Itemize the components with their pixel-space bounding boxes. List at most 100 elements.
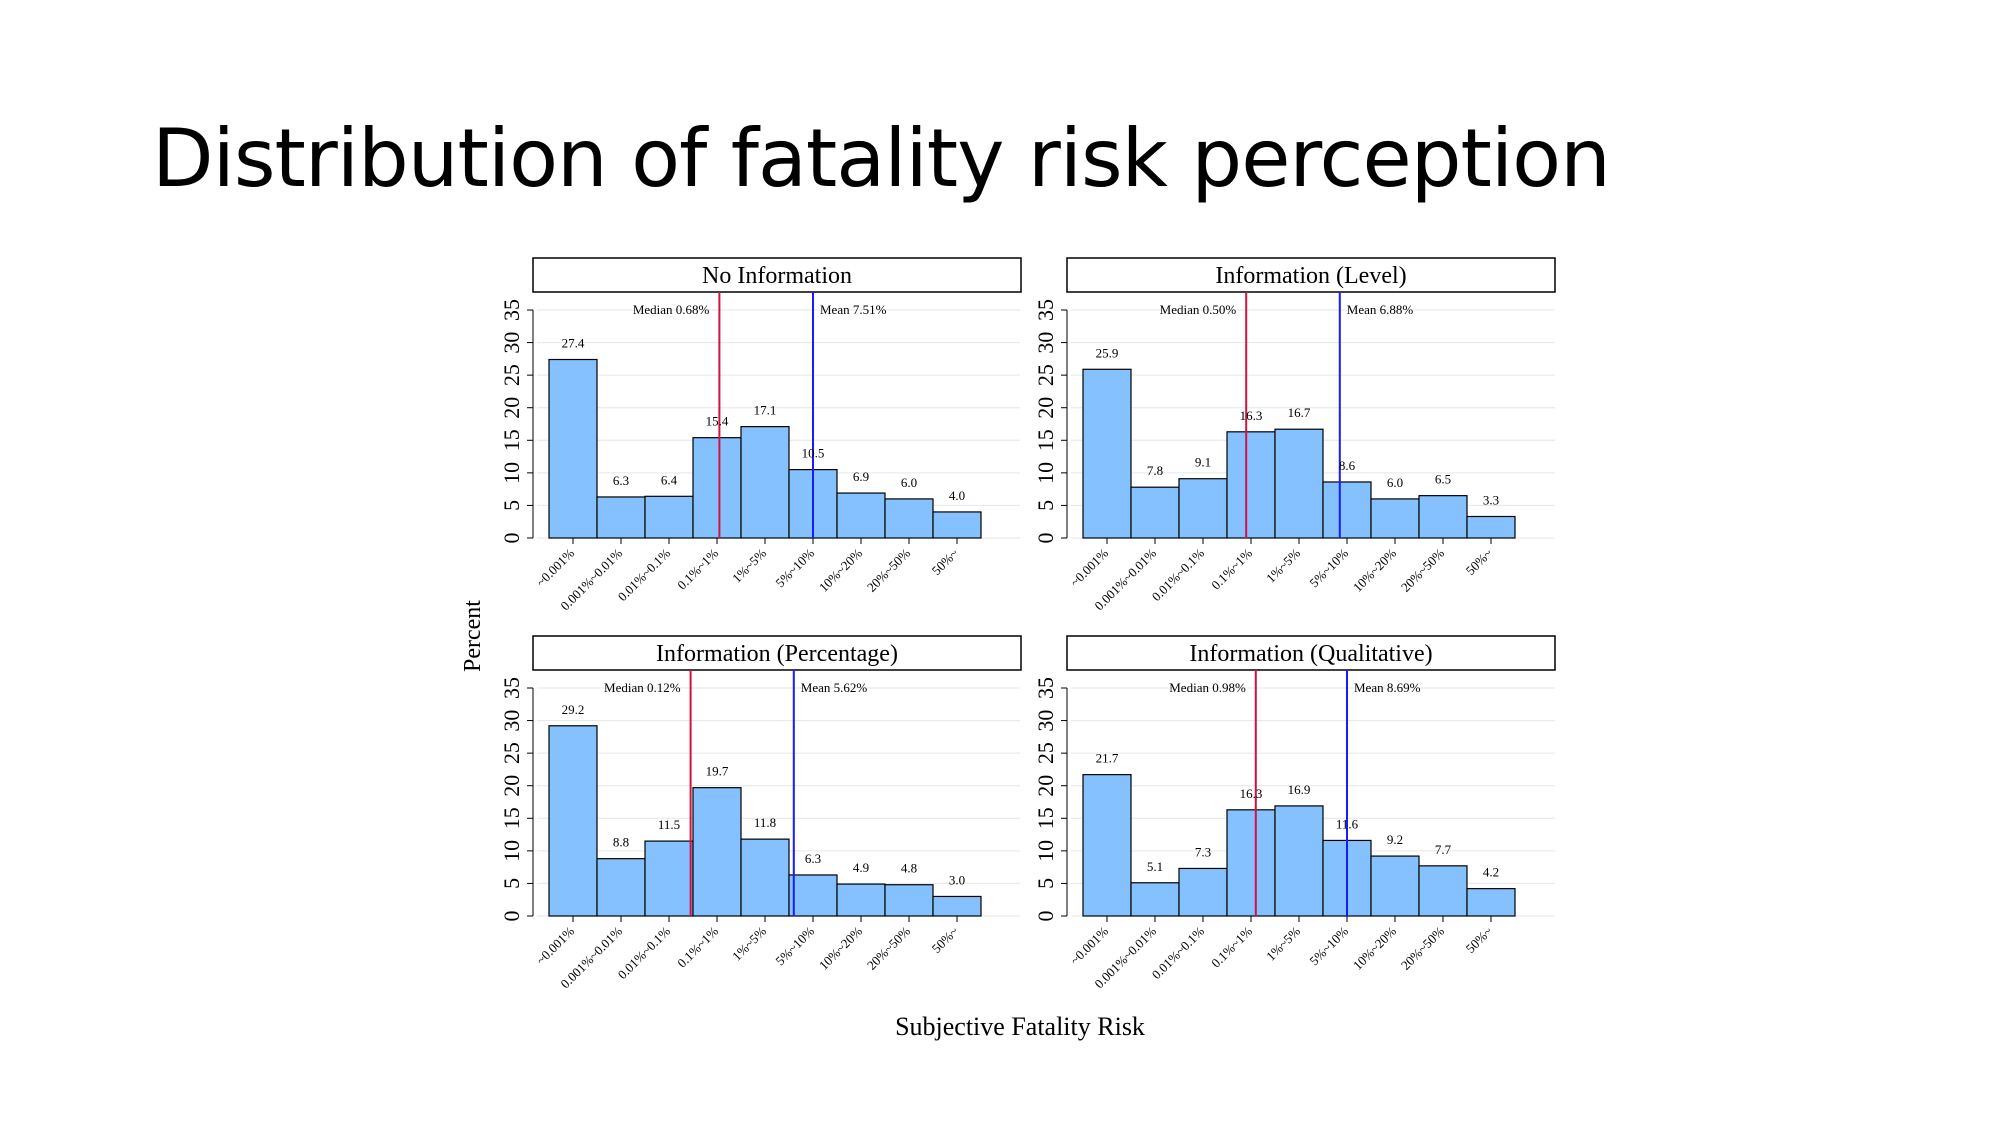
bar [932, 511, 982, 539]
bar [596, 858, 646, 917]
value-label: 5.1 [1147, 859, 1163, 874]
x-tick-label: ~0.001% [1067, 923, 1111, 967]
bar [1082, 774, 1132, 917]
x-tick-label: 1%~5% [1263, 545, 1303, 585]
value-label: 6.4 [661, 472, 678, 487]
value-label: 3.0 [949, 872, 965, 887]
value-label: 7.7 [1435, 842, 1452, 857]
median-label: Median 0.68% [633, 302, 710, 317]
y-tick-label: 25 [1033, 364, 1058, 386]
x-tick-label: 5%~10% [772, 545, 817, 590]
bar [1178, 867, 1228, 917]
y-tick-label: 0 [499, 533, 524, 544]
y-tick-label: 35 [499, 677, 524, 699]
chart-panel-3: Information (Percentage) 0 5 10 15 20 25 30 35 Me… [499, 635, 1022, 991]
x-tick-label: 5%~10% [1306, 545, 1351, 590]
value-label: 6.0 [1387, 475, 1403, 490]
x-tick-label: 20%~50% [864, 545, 913, 594]
x-tick-label: 50%~ [1463, 546, 1495, 578]
x-tick-label: 50%~ [929, 546, 961, 578]
value-label: 9.2 [1387, 832, 1403, 847]
y-tick-label: 20 [499, 397, 524, 419]
bar [1418, 865, 1468, 917]
value-label: 10.5 [802, 446, 825, 461]
mean-label: Mean 8.69% [1354, 680, 1421, 695]
value-label: 4.9 [853, 860, 869, 875]
value-label: 16.9 [1288, 782, 1311, 797]
value-label: 7.8 [1147, 463, 1163, 478]
value-label: 11.5 [658, 817, 680, 832]
x-tick-label: 0.01%~0.1% [615, 545, 674, 604]
x-tick-label: 0.1%~1% [674, 923, 721, 970]
x-tick-label: ~0.001% [533, 923, 577, 967]
value-label: 4.8 [901, 861, 917, 876]
bar [836, 492, 886, 539]
bar [1082, 368, 1132, 539]
x-tick-label: 5%~10% [1306, 923, 1351, 968]
y-tick-label: 20 [1033, 775, 1058, 797]
bar [884, 498, 934, 539]
figure-xlabel: Subjective Fatality Risk [895, 1012, 1145, 1041]
value-label: 19.7 [706, 764, 729, 779]
bar [788, 874, 838, 917]
median-label: Median 0.50% [1160, 302, 1237, 317]
x-tick-label: 0.01%~0.1% [1149, 923, 1208, 982]
mean-label: Mean 5.62% [801, 680, 868, 695]
slide-title: Distribution of fatality risk perception [152, 112, 1611, 205]
value-label: 8.8 [613, 835, 629, 850]
bar [1322, 481, 1372, 539]
panel-title: No Information [702, 263, 852, 289]
x-tick-label: 20%~50% [1398, 545, 1447, 594]
panel-title-box [532, 257, 1022, 293]
x-tick-label: 0.01%~0.1% [615, 923, 674, 982]
bar [548, 358, 598, 539]
value-label: 9.1 [1195, 455, 1211, 470]
panel-title-box [532, 635, 1022, 671]
bar [1466, 515, 1516, 539]
bar [1466, 888, 1516, 917]
panel-title: Information (Level) [1215, 263, 1406, 289]
y-tick-label: 5 [1033, 878, 1058, 889]
y-tick-label: 15 [499, 429, 524, 451]
y-tick-label: 25 [499, 742, 524, 764]
value-label: 25.9 [1096, 345, 1119, 360]
y-tick-label: 0 [499, 911, 524, 922]
bar [884, 884, 934, 917]
value-label: 11.6 [1336, 816, 1359, 831]
chart-panel-4: Information (Qualitative) 0 5 10 15 20 25 30 35 M… [1033, 635, 1556, 991]
y-tick-label: 25 [499, 364, 524, 386]
value-label: 11.8 [754, 815, 776, 830]
y-tick-label: 10 [499, 840, 524, 862]
panel-title-box [1066, 257, 1556, 293]
x-tick-label: 0.1%~1% [1208, 545, 1255, 592]
bar [1130, 486, 1180, 539]
bar [1274, 428, 1324, 539]
x-tick-label: 0.1%~1% [1208, 923, 1255, 970]
x-tick-label: 0.01%~0.1% [1149, 545, 1208, 604]
x-tick-label: 5%~10% [772, 923, 817, 968]
y-tick-label: 20 [499, 775, 524, 797]
value-label: 4.0 [949, 488, 965, 503]
chart-panel-1: No Information 0 5 10 15 20 25 30 35 Median 0.68%… [499, 257, 1022, 613]
chart-panel-2: Information (Level) 0 5 10 15 20 25 30 35 Median … [1033, 257, 1556, 613]
bar [644, 840, 694, 917]
y-tick-label: 35 [1033, 677, 1058, 699]
y-tick-label: 35 [499, 299, 524, 321]
x-tick-label: 10%~20% [1350, 923, 1399, 972]
bar [1178, 478, 1228, 539]
value-label: 6.3 [805, 851, 821, 866]
figure-ylabel: Percent [460, 600, 486, 672]
bar [692, 787, 742, 917]
x-tick-label: 10%~20% [816, 923, 865, 972]
panel-title: Information (Percentage) [656, 641, 898, 667]
median-label: Median 0.12% [604, 680, 681, 695]
bar [692, 437, 742, 539]
y-tick-label: 30 [1033, 710, 1058, 732]
x-tick-label: 0.1%~1% [674, 545, 721, 592]
x-tick-label: 50%~ [929, 924, 961, 956]
median-label: Median 0.98% [1169, 680, 1246, 695]
y-tick-label: 5 [1033, 500, 1058, 511]
value-label: 29.2 [562, 702, 585, 717]
y-tick-label: 15 [499, 807, 524, 829]
